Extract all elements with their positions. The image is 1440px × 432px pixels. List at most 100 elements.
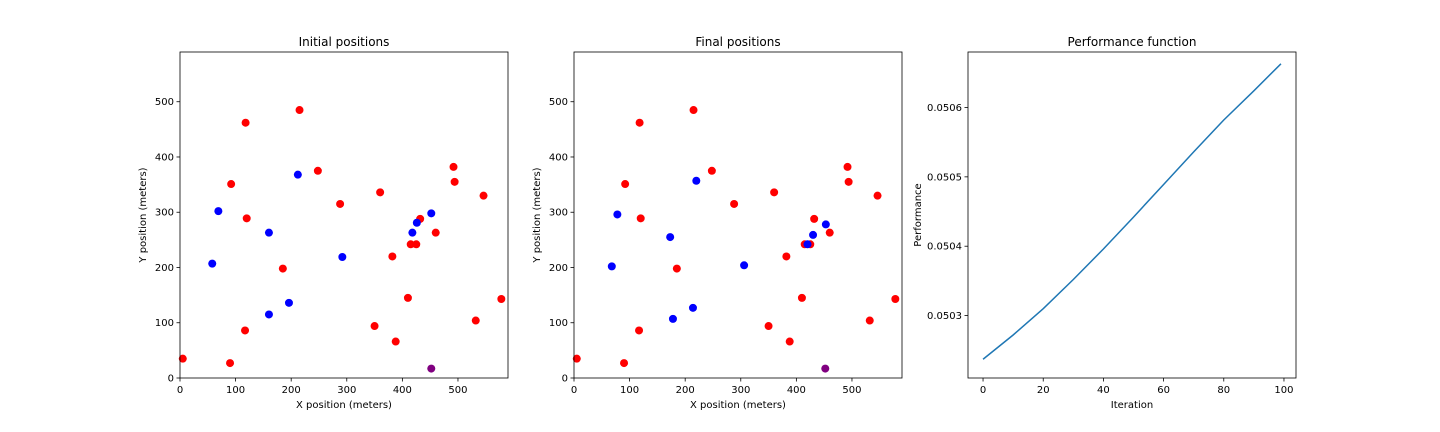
x-tick-label: 0 (571, 385, 577, 396)
scatter-point (782, 252, 791, 261)
scatter-point (666, 233, 675, 242)
scatter-point (391, 337, 400, 346)
x-tick-label: 400 (393, 385, 412, 396)
y-tick-label: 0 (168, 374, 174, 385)
scatter-point (844, 177, 853, 186)
y-tick-label: 0.0504 (927, 242, 962, 253)
scatter-point (278, 264, 287, 273)
scatter-point (264, 310, 273, 319)
scatter-point (471, 316, 480, 325)
axes-frame (573, 51, 903, 379)
y-tick-label: 0.0506 (927, 103, 962, 114)
ticks: 0 100 200 300 400 500 0 100 200 300 400 500 (155, 97, 468, 396)
scatter-point (635, 326, 644, 335)
scatter-point (227, 180, 236, 189)
scatter-point (809, 230, 818, 239)
performance-line (982, 63, 1282, 360)
scatter-point (621, 180, 630, 189)
scatter-point (370, 322, 379, 331)
scatter-point (388, 252, 397, 261)
scatter-point (821, 364, 830, 373)
scatter-point (620, 359, 629, 368)
scatter-point (843, 162, 852, 171)
scatter-point (825, 228, 834, 237)
x-tick-label: 200 (282, 385, 301, 396)
scatter-point (672, 264, 681, 273)
scatter-point (431, 228, 440, 237)
scatter-point (214, 207, 223, 216)
scatter-point (403, 293, 412, 302)
x-tick-label: 0 (980, 385, 986, 396)
scatter-point (730, 199, 739, 208)
y-tick-label: 500 (155, 97, 174, 108)
scatter-point (449, 162, 458, 171)
scatter-point (293, 170, 302, 179)
x-tick-label: 100 (620, 385, 639, 396)
chart-title: Performance function (1068, 35, 1197, 49)
x-tick-label: 0 (177, 385, 183, 396)
scatter-point (450, 177, 459, 186)
y-tick-label: 0.0505 (927, 172, 962, 183)
y-tick-label: 400 (549, 152, 568, 163)
x-tick-label: 100 (226, 385, 245, 396)
scatter-point (336, 199, 345, 208)
scatter-point (295, 106, 304, 115)
chart-title: Initial positions (299, 35, 390, 49)
y-tick-label: 300 (549, 208, 568, 219)
x-tick-label: 80 (1217, 385, 1230, 396)
scatter-point (427, 364, 436, 373)
x-axis-label: X position (meters) (690, 400, 786, 411)
scatter-point (785, 337, 794, 346)
scatter-point (865, 316, 874, 325)
scatter-point (797, 293, 806, 302)
axes-frame (179, 51, 509, 379)
scatter-point (707, 166, 716, 175)
scatter-point (242, 214, 251, 223)
panel-performance-function: 0 20 40 60 80 100 0.0503 0.0504 0.0505 0.0506 Per… (913, 35, 1297, 411)
scatter-point (479, 191, 488, 200)
panel-initial-positions: 0 100 200 300 400 500 0 100 200 300 400 500 Initial… (138, 35, 509, 411)
scatter-point (891, 294, 900, 303)
y-axis-label: Y position (meters) (138, 167, 149, 263)
scatter-point (821, 220, 830, 229)
y-tick-label: 300 (155, 208, 174, 219)
scatter-point (810, 214, 819, 223)
y-axis-label: Y position (meters) (532, 167, 543, 263)
x-axis-label: X position (meters) (296, 400, 392, 411)
x-tick-label: 500 (842, 385, 861, 396)
scatter-point (740, 261, 749, 270)
axes-frame (967, 51, 1297, 379)
scatter-point (427, 209, 436, 218)
scatter-point (241, 118, 250, 127)
scatter-point (284, 298, 293, 307)
scatter-point (803, 240, 812, 249)
scatter-point (226, 359, 235, 368)
scatter-point (338, 252, 347, 261)
chart-title: Final positions (695, 35, 780, 49)
scatter-point (613, 210, 622, 219)
scatter-point (572, 354, 581, 363)
ticks: 0 100 200 300 400 500 0 100 200 300 400 500 (549, 97, 862, 396)
scatter-point (408, 228, 417, 237)
y-axis-label: Performance (913, 183, 924, 246)
scatter-point (178, 354, 187, 363)
y-tick-label: 100 (549, 318, 568, 329)
scatter-point (208, 259, 217, 268)
scatter-point (873, 191, 882, 200)
y-tick-label: 100 (155, 318, 174, 329)
y-tick-label: 200 (155, 263, 174, 274)
scatter-point (635, 118, 644, 127)
scatter-point (689, 106, 698, 115)
x-tick-label: 40 (1097, 385, 1110, 396)
y-tick-label: 500 (549, 97, 568, 108)
x-tick-label: 100 (1274, 385, 1293, 396)
scatter-point (688, 303, 697, 312)
x-tick-label: 60 (1157, 385, 1170, 396)
scatter-point (764, 322, 773, 331)
plot-area (178, 106, 506, 373)
x-axis-label: Iteration (1111, 400, 1153, 411)
scatter-point (412, 218, 421, 227)
x-tick-label: 200 (676, 385, 695, 396)
scatter-point (770, 188, 779, 197)
